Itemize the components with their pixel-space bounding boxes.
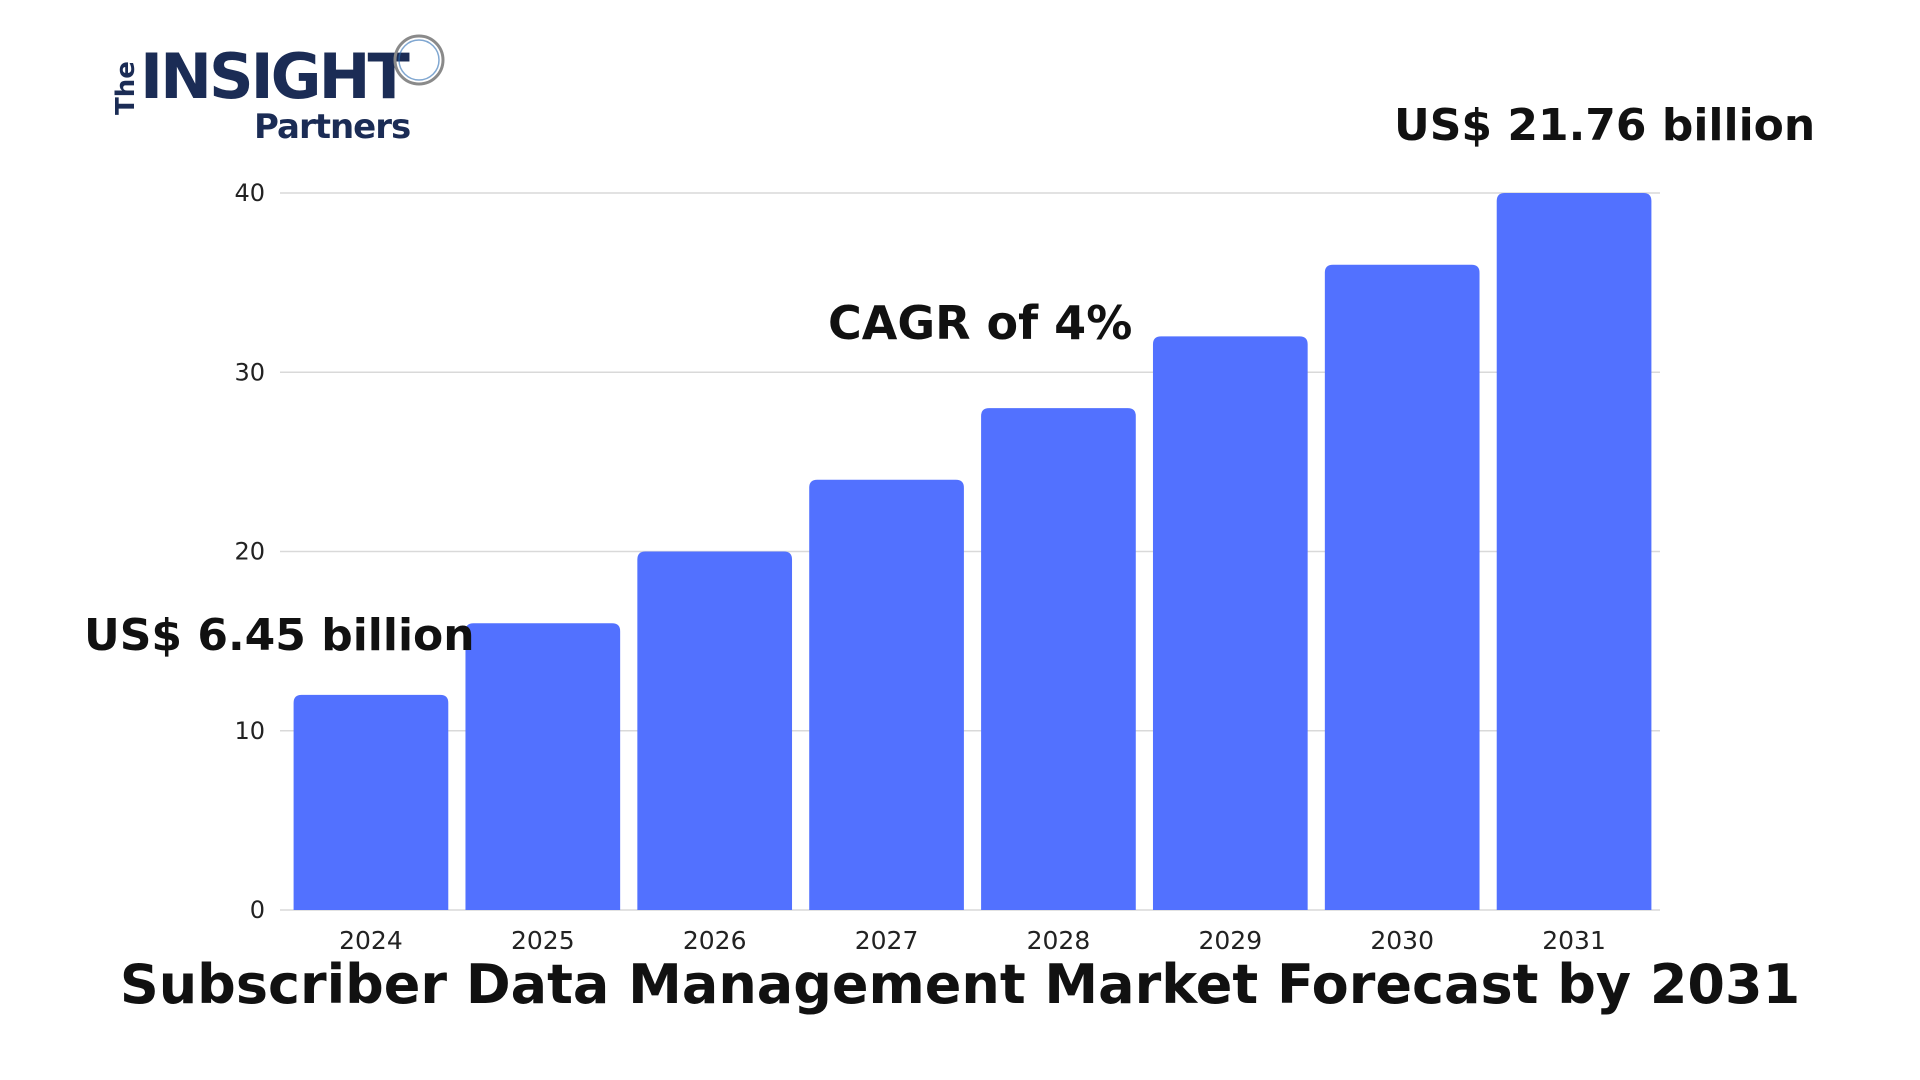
cagr-annotation: CAGR of 4% bbox=[828, 296, 1133, 350]
logo-mark: The INSIGHT Partners bbox=[111, 34, 445, 147]
bar-2027 bbox=[809, 479, 964, 910]
x-tick-label-2029: 2029 bbox=[1199, 926, 1263, 955]
start-value-annotation: US$ 6.45 billion bbox=[84, 610, 475, 661]
bar-2029 bbox=[1152, 336, 1308, 910]
bar-2031 bbox=[1496, 193, 1652, 910]
x-tick-label-2024: 2024 bbox=[339, 926, 403, 955]
end-value-annotation: US$ 21.76 billion bbox=[1394, 100, 1816, 151]
svg-text:Partners: Partners bbox=[254, 107, 410, 147]
y-tick-label-0: 0 bbox=[250, 896, 265, 924]
bar-2026 bbox=[637, 551, 793, 910]
chart-title: Subscriber Data Management Market Foreca… bbox=[119, 953, 1801, 1016]
x-tick-label-2028: 2028 bbox=[1027, 926, 1091, 955]
bar-2028 bbox=[981, 408, 1136, 910]
svg-text:The: The bbox=[111, 61, 141, 115]
y-tick-label-10: 10 bbox=[234, 717, 265, 745]
bar-2030 bbox=[1324, 264, 1480, 910]
x-tick-label-2031: 2031 bbox=[1542, 926, 1606, 955]
x-tick-label-2030: 2030 bbox=[1370, 926, 1434, 955]
y-tick-label-20: 20 bbox=[234, 538, 265, 566]
bar-2025 bbox=[465, 623, 621, 910]
x-tick-label-2026: 2026 bbox=[683, 926, 747, 955]
y-tick-label-30: 30 bbox=[234, 358, 265, 386]
y-tick-label-40: 40 bbox=[234, 179, 265, 207]
x-tick-label-2027: 2027 bbox=[855, 926, 919, 955]
x-tick-label-2025: 2025 bbox=[511, 926, 575, 955]
insight-partners-logo: The INSIGHT Partners bbox=[104, 20, 464, 150]
svg-text:INSIGHT: INSIGHT bbox=[140, 40, 409, 113]
bar-2024 bbox=[293, 694, 449, 910]
